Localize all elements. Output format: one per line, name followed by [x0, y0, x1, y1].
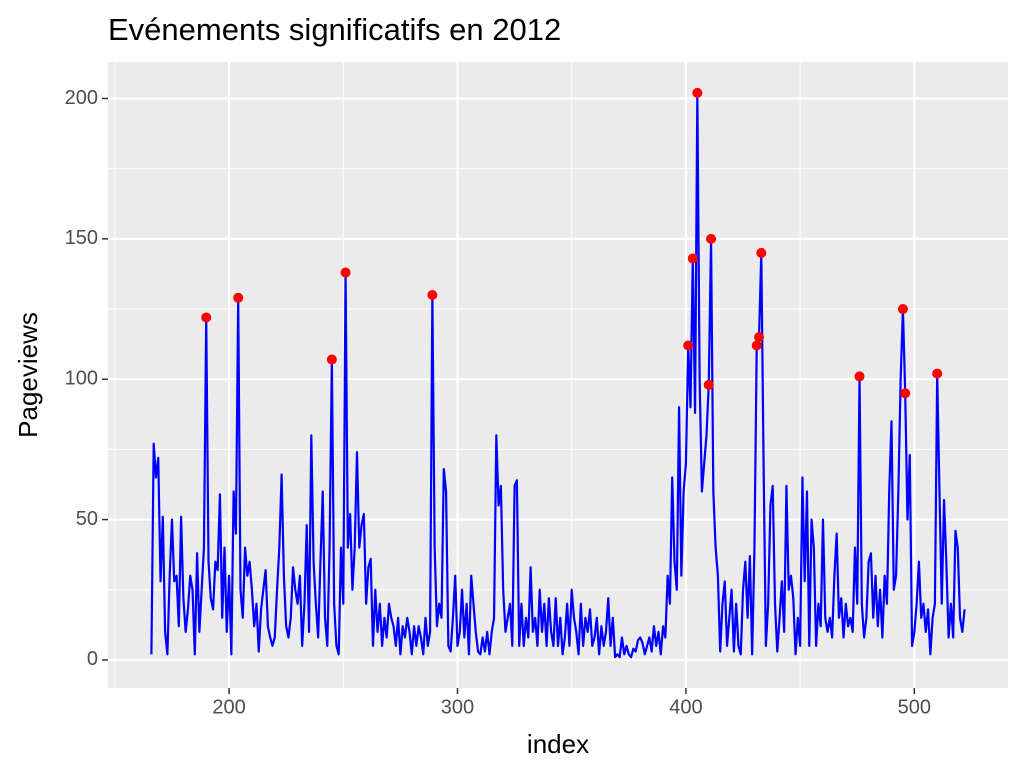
event-point	[751, 340, 762, 351]
event-point	[897, 304, 908, 315]
y-tick-label: 0	[87, 648, 98, 670]
x-tick-label: 200	[212, 696, 245, 718]
event-point	[683, 340, 694, 351]
event-point	[932, 368, 943, 379]
x-axis-title: index	[527, 729, 589, 759]
event-point	[900, 388, 911, 399]
y-tick-label: 200	[65, 87, 98, 109]
y-axis-title: Pageviews	[13, 312, 43, 438]
event-point	[703, 379, 714, 390]
event-point	[687, 253, 698, 264]
event-point	[756, 247, 767, 258]
event-point	[233, 292, 244, 303]
pageviews-line	[150, 91, 966, 659]
event-point	[427, 289, 438, 300]
y-tick-label: 150	[65, 227, 98, 249]
chart-title: Evénements significatifs en 2012	[108, 12, 561, 47]
event-point	[754, 332, 765, 343]
event-point	[692, 87, 703, 98]
y-tick-label: 100	[65, 367, 98, 389]
event-point	[201, 312, 212, 323]
y-tick-label: 50	[76, 508, 98, 530]
x-tick-label: 300	[441, 696, 474, 718]
event-point	[706, 233, 717, 244]
event-point	[326, 354, 337, 365]
event-point	[854, 371, 865, 382]
x-tick-label: 500	[898, 696, 931, 718]
x-tick-label: 400	[669, 696, 702, 718]
event-point	[340, 267, 351, 278]
